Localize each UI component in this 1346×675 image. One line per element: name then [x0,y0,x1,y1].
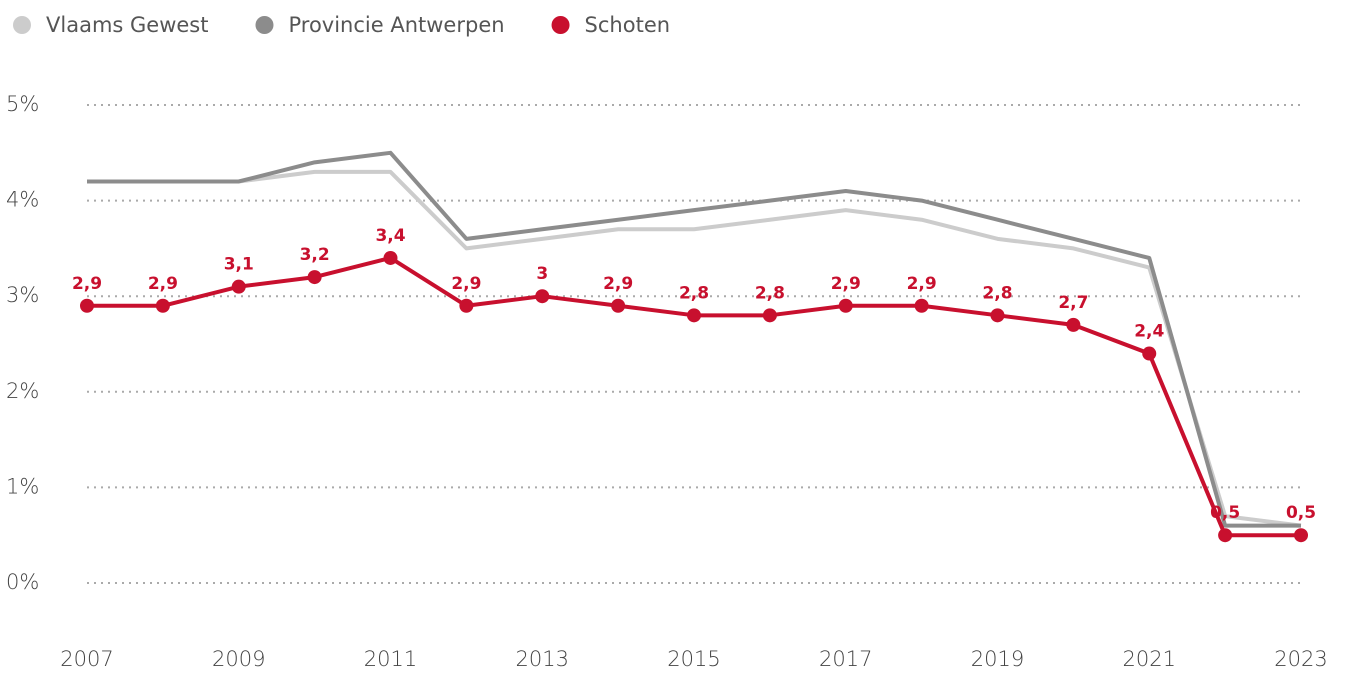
data-label: 2,8 [679,283,709,303]
data-label: 2,9 [451,274,481,294]
series-line [87,150,1301,528]
x-tick-label: 2021 [1123,647,1176,671]
data-point [1294,528,1308,543]
data-point [307,270,322,285]
y-tick-label: 2% [6,379,39,403]
x-tick-label: 2007 [60,647,113,671]
legend-marker [13,16,31,34]
legend-label: Vlaams Gewest [46,13,208,37]
x-tick-label: 2015 [667,647,720,671]
legend-label: Schoten [585,13,671,37]
y-tick-label: 4% [6,188,39,212]
y-tick-label: 0% [6,570,39,594]
data-point [838,298,853,313]
data-label: 2,9 [72,274,102,294]
data-label: 2,9 [907,274,937,294]
data-point [762,308,777,323]
x-tick-label: 2017 [819,647,872,671]
x-tick-label: 2013 [516,647,569,671]
legend-marker [551,16,570,34]
data-point [383,250,398,265]
data-point [990,308,1005,323]
y-tick-label: 1% [6,474,39,498]
data-label: 3 [536,264,548,284]
data-point [459,298,474,313]
y-tick-label: 5% [6,92,39,116]
data-point [611,298,626,313]
data-label: 3,1 [224,255,254,275]
data-label: 2,9 [148,274,178,294]
data-point [1066,317,1081,332]
data-label: 2,8 [755,283,785,303]
data-label: 3,4 [375,226,405,246]
data-point [1142,346,1157,361]
legend-marker [255,16,274,34]
series-line [87,169,1302,528]
legend-label: Provincie Antwerpen [288,13,504,37]
x-tick-label: 2019 [971,647,1024,671]
data-point [80,298,94,313]
x-tick-label: 2009 [212,647,265,671]
data-label: 0,5 [1286,503,1316,523]
data-label: 2,9 [603,274,633,294]
data-point [914,298,929,313]
data-label: 2,4 [1134,322,1164,342]
data-label: 2,8 [982,283,1012,303]
data-label: 0,5 [1210,503,1240,523]
data-point [687,308,701,323]
data-point [1218,528,1233,543]
data-label: 2,7 [1058,293,1088,313]
data-label: 2,9 [831,274,861,294]
x-tick-label: 2011 [364,647,417,671]
data-label: 3,2 [300,245,330,265]
y-tick-label: 3% [6,283,39,307]
data-point [155,298,170,313]
data-point [535,289,550,304]
x-tick-label: 2023 [1274,647,1327,671]
data-point [231,279,246,294]
